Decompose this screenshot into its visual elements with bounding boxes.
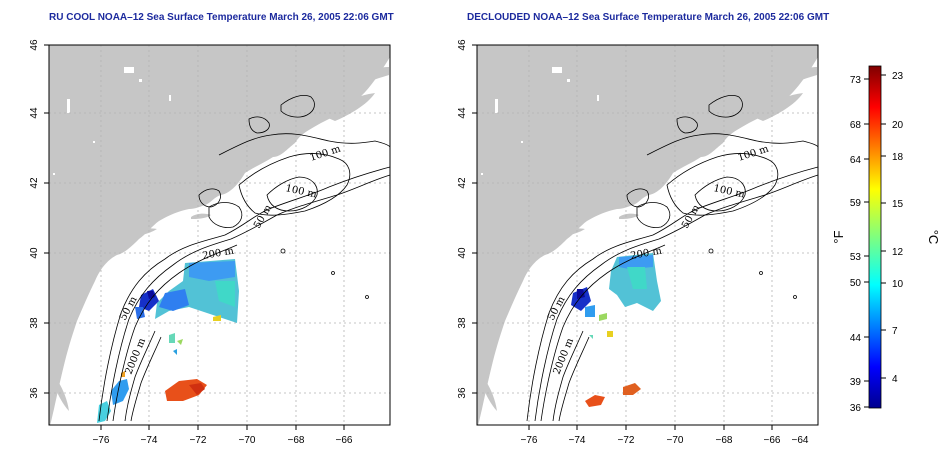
colorbar-c-tick-label: 15 <box>892 199 904 210</box>
lon-tick-label: −74 <box>569 435 586 446</box>
colorbar-c-tick-label: 12 <box>892 247 904 258</box>
lon-tick-label: −76 <box>521 435 538 446</box>
lon-tick-label: −70 <box>239 435 256 446</box>
lat-tick-label: 38 <box>29 317 40 329</box>
colorbar-f-tick-label: 39 <box>850 377 862 388</box>
colorbar-c-tick-label: 4 <box>892 374 898 385</box>
lat-tick-label: 42 <box>29 177 40 189</box>
colorbar-f-tick-label: 53 <box>850 252 862 263</box>
colorbar-f-tick-label: 59 <box>850 198 862 209</box>
lat-tick-label: 36 <box>29 387 40 399</box>
colorbar-f-tick-label: 68 <box>850 120 862 131</box>
lon-tick-label: −68 <box>716 435 733 446</box>
map-title-declouded: DECLOUDED NOAA–12 Sea Surface Temperatur… <box>467 12 830 23</box>
lon-tick-label: −76 <box>93 435 110 446</box>
colorbar-f-tick-label: 36 <box>850 403 862 414</box>
lon-tick-label: −68 <box>288 435 305 446</box>
colorbar-c-tick-label: 23 <box>892 71 904 82</box>
colorbar-c-tick-label: 18 <box>892 152 904 163</box>
lon-tick-label: −74 <box>141 435 158 446</box>
lat-tick-label: 36 <box>457 387 468 399</box>
lon-tick-labels: −76 −74 −72 −70 −68 −66 −64 <box>521 435 809 446</box>
lon-tick-labels: −76 −74 −72 −70 −68 −66 <box>93 435 353 446</box>
map-title-raw: RU COOL NOAA–12 Sea Surface Temperature … <box>49 12 394 23</box>
colorbar-c-unit-label: °C <box>926 230 941 245</box>
lat-tick-label: 44 <box>29 107 40 119</box>
lat-tick-label: 40 <box>457 247 468 259</box>
lat-tick-labels: 36 38 40 42 44 46 <box>29 39 40 399</box>
colorbar-c-tick-label: 10 <box>892 279 904 290</box>
lat-tick-label: 44 <box>457 107 468 119</box>
lat-tick-label: 40 <box>29 247 40 259</box>
colorbar-f-tick-label: 64 <box>850 155 862 166</box>
lat-tick-label: 38 <box>457 317 468 329</box>
lon-tick-label: −64 <box>792 435 809 446</box>
sst-map-raw: 100 m 100 m 50 m 200 m 50 m 2000 m −76 −… <box>29 39 391 446</box>
lon-tick-label: −72 <box>618 435 635 446</box>
lon-tick-label: −70 <box>667 435 684 446</box>
lat-tick-label: 46 <box>29 39 40 51</box>
colorbar-c-ticks <box>881 74 886 379</box>
colorbar-c-tick-label: 20 <box>892 120 904 131</box>
colorbar-f-tick-label: 73 <box>850 75 862 86</box>
colorbar-c-tick-label: 7 <box>892 326 898 337</box>
sst-map-declouded: 100 m 100 m 50 m 200 m 50 m 2000 m −76 −… <box>457 39 819 446</box>
lat-tick-label: 42 <box>457 177 468 189</box>
colorbar-f-tick-label: 44 <box>850 333 862 344</box>
colorbar-f-ticks <box>864 78 869 408</box>
colorbar-f-unit-label: °F <box>831 230 846 243</box>
lon-tick-label: −66 <box>764 435 781 446</box>
lat-tick-label: 46 <box>457 39 468 51</box>
colorbar-f-tick-label: 50 <box>850 278 862 289</box>
lon-tick-label: −66 <box>336 435 353 446</box>
temperature-colorbar: 73 68 64 59 53 50 44 39 36 23 20 18 15 1… <box>831 65 941 414</box>
colorbar-gradient <box>868 65 882 409</box>
lat-tick-labels: 36 38 40 42 44 46 <box>457 39 468 399</box>
lon-tick-label: −72 <box>190 435 207 446</box>
